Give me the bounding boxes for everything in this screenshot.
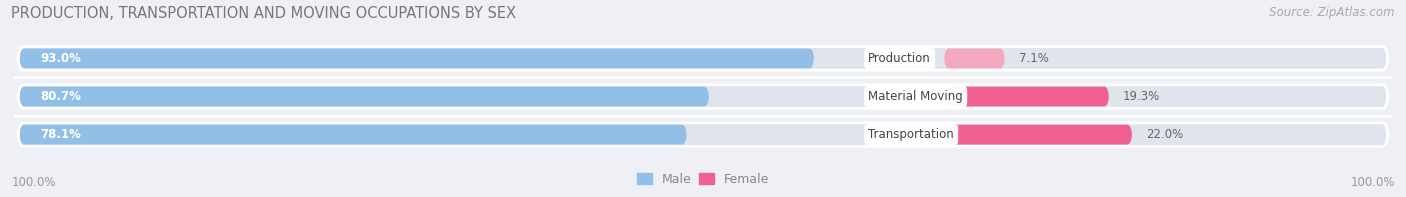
Text: 93.0%: 93.0% bbox=[41, 52, 82, 65]
FancyBboxPatch shape bbox=[18, 47, 1388, 70]
Text: 7.1%: 7.1% bbox=[1018, 52, 1049, 65]
FancyBboxPatch shape bbox=[20, 48, 814, 68]
Text: Production: Production bbox=[869, 52, 931, 65]
FancyBboxPatch shape bbox=[945, 125, 1132, 145]
Text: 80.7%: 80.7% bbox=[41, 90, 82, 103]
Text: 100.0%: 100.0% bbox=[11, 176, 56, 189]
Text: 100.0%: 100.0% bbox=[1350, 176, 1395, 189]
Text: Transportation: Transportation bbox=[869, 128, 955, 141]
FancyBboxPatch shape bbox=[18, 85, 1388, 108]
Text: 22.0%: 22.0% bbox=[1146, 128, 1182, 141]
Text: 78.1%: 78.1% bbox=[41, 128, 82, 141]
Text: 19.3%: 19.3% bbox=[1123, 90, 1160, 103]
FancyBboxPatch shape bbox=[20, 125, 686, 145]
FancyBboxPatch shape bbox=[945, 48, 1005, 68]
FancyBboxPatch shape bbox=[20, 87, 709, 106]
FancyBboxPatch shape bbox=[945, 87, 1109, 106]
Text: Material Moving: Material Moving bbox=[869, 90, 963, 103]
Legend: Male, Female: Male, Female bbox=[631, 168, 775, 191]
Text: Source: ZipAtlas.com: Source: ZipAtlas.com bbox=[1270, 6, 1395, 19]
Text: PRODUCTION, TRANSPORTATION AND MOVING OCCUPATIONS BY SEX: PRODUCTION, TRANSPORTATION AND MOVING OC… bbox=[11, 6, 516, 21]
FancyBboxPatch shape bbox=[18, 123, 1388, 146]
